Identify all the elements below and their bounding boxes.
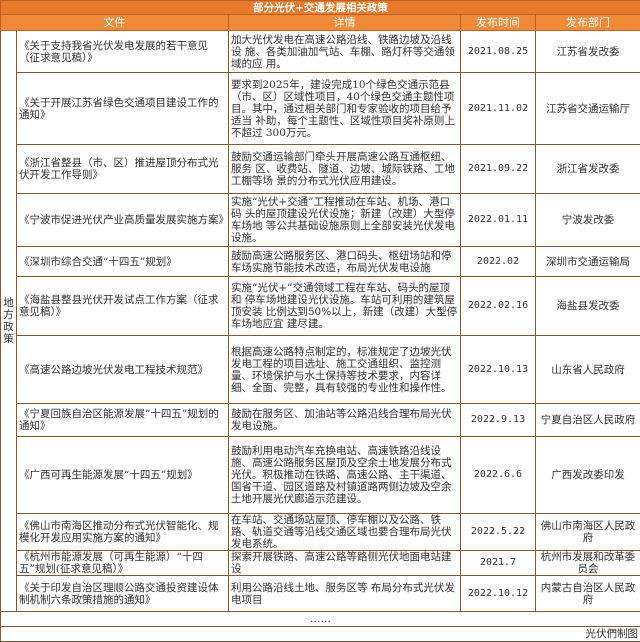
file-cell: 《深圳市综合交通“十四五”规划》	[17, 247, 229, 277]
date-cell: 2021.08.25	[461, 31, 536, 73]
date-cell: 2022.01.11	[461, 194, 536, 247]
header-date: 发布时间	[461, 15, 536, 31]
detail-cell: 实施“光伏+交通”工程推动在车站、机场、港口码 头的屋顶建设光伏设施；新建（改建…	[229, 194, 461, 247]
table-row: 《高速公路边坡光伏发电工程技术规范》根据高速公路特点制定的，标准规定了边坡光伏发…	[1, 336, 640, 404]
dept-cell: 山东省人民政府	[536, 336, 640, 404]
ellipsis-row: ……	[1, 612, 640, 627]
file-cell: 《佛山市南海区推动分布式光伏智能化、规模化开发应用实施方案的通知》	[17, 514, 229, 551]
detail-cell: 探索开展铁路、高速公路等路侧光伏地面电站建设	[229, 551, 461, 576]
date-cell: 2022.10.12	[461, 576, 536, 612]
dept-cell: 宁夏自治区人民政府	[536, 404, 640, 437]
detail-cell: 在车站、交通场站屋顶、停车棚以及公路、铁路、轨道交通等沿线交通区域也要合理布局光…	[229, 514, 461, 551]
detail-cell: 加大光伏发电在高速公路沿线、铁路边坡及沿线设 施、各类加油加气站、车棚、路灯杆等…	[229, 31, 461, 73]
detail-cell: 鼓励交通运输部门牵头开展高速公路互通枢纽、服务 区、收费站、隧道、边坡、城际铁路…	[229, 145, 461, 194]
table-row: 《宁夏回族自治区能源发展“十四五”规划的通知》鼓励在服务区、加油站等公路沿线合理…	[1, 404, 640, 437]
table-row: 《海盐县整县光伏开发试点工作方案（征求意见稿）》实施“光伏+”交通领域工程在车站…	[1, 277, 640, 336]
file-cell: 《宁夏回族自治区能源发展“十四五”规划的通知》	[17, 404, 229, 437]
file-cell: 《浙江省整县（市、区）推进屋顶分布式光伏开发工作导则》	[17, 145, 229, 194]
table-row: 《浙江省整县（市、区）推进屋顶分布式光伏开发工作导则》鼓励交通运输部门牵头开展高…	[1, 145, 640, 194]
detail-cell: 根据高速公路特点制定的，标准规定了边坡光伏发电工程的项目选址、施工交通组织、监控…	[229, 336, 461, 404]
dept-cell: 浙江省发改委	[536, 145, 640, 194]
header-detail: 详情	[229, 15, 461, 31]
date-cell: 2022.02.16	[461, 277, 536, 336]
dept-cell: 深圳市交通运输局	[536, 247, 640, 277]
date-cell: 2021.11.02	[461, 73, 536, 145]
file-cell: 《高速公路边坡光伏发电工程技术规范》	[17, 336, 229, 404]
table-row: 《杭州市能源发展（可再生能源）“十四五”规划(征求意见稿）》探索开展铁路、高速公…	[1, 551, 640, 576]
table-row: 《关于开展江苏省绿色交通项目建设工作的通知》要求到2025年，建设完成10个绿色…	[1, 73, 640, 145]
file-cell: 《关于支持我省光伏发电发展的若干意见（征求意见稿）》	[17, 31, 229, 73]
file-cell: 《杭州市能源发展（可再生能源）“十四五”规划(征求意见稿）》	[17, 551, 229, 576]
table-row: 《关于印发自治区理顺公路交通投资建设体制机制六条政策措施的通知》利用公路沿线土地…	[1, 576, 640, 612]
date-cell: 2021.09.22	[461, 145, 536, 194]
dept-cell: 内蒙古自治区人民政府	[536, 576, 640, 612]
dept-cell: 佛山市南海区人民政府	[536, 514, 640, 551]
header-file: 文件	[1, 15, 229, 31]
detail-cell: 利用公路沿线土地、服务区等 布局分布式光伏发电项目	[229, 576, 461, 612]
dept-cell: 杭州市发展和改革委员会	[536, 551, 640, 576]
table-row: 《宁波市促进光伏产业高质量发展实施方案》实施“光伏+交通”工程推动在车站、机场、…	[1, 194, 640, 247]
date-cell: 2022.5.22	[461, 514, 536, 551]
detail-cell: 实施“光伏+”交通领域工程在车站、码头的屋顶和 停车场地建设光伏设施。车站可利用…	[229, 277, 461, 336]
detail-cell: 鼓励高速公路服务区、港口码头、枢纽场站和停车场实施节能技术改造，布局光伏发电设施	[229, 247, 461, 277]
date-cell: 2022.9.13	[461, 404, 536, 437]
detail-cell: 鼓励在服务区、加油站等公路沿线合理布局光伏发电设施。	[229, 404, 461, 437]
file-cell: 《关于开展江苏省绿色交通项目建设工作的通知》	[17, 73, 229, 145]
file-cell: 《宁波市促进光伏产业高质量发展实施方案》	[17, 194, 229, 247]
detail-cell: 要求到2025年，建设完成10个绿色交通示范县（市、区）区域性项目，40个绿色交…	[229, 73, 461, 145]
dept-cell: 广西发改委印发	[536, 437, 640, 514]
file-cell: 《广西可再生能源发展“十四五”规划》	[17, 437, 229, 514]
dept-cell: 江苏省交通运输厅	[536, 73, 640, 145]
file-cell: 《海盐县整县光伏开发试点工作方案（征求意见稿）》	[17, 277, 229, 336]
table-title: 部分光伏+交通发展相关政策	[1, 1, 640, 15]
dept-cell: 江苏省发改委	[536, 31, 640, 73]
date-cell: 2022.02	[461, 247, 536, 277]
category-cell: 地方政策	[1, 31, 17, 612]
dept-cell: 宁波发改委	[536, 194, 640, 247]
dept-cell: 海盐县发改委	[536, 277, 640, 336]
date-cell: 2021.7	[461, 551, 536, 576]
table-row: 《广西可再生能源发展“十四五”规划》鼓励利用电动汽车充换电站、高速铁路沿线设施、…	[1, 437, 640, 514]
table-row: 《佛山市南海区推动分布式光伏智能化、规模化开发应用实施方案的通知》在车站、交通场…	[1, 514, 640, 551]
detail-cell: 鼓励利用电动汽车充换电站、高速铁路沿线设施、高速公路服务区屋顶及空余土地发展分布…	[229, 437, 461, 514]
footer-credit: 光伏們制图	[1, 627, 640, 642]
table-row: 地方政策《关于支持我省光伏发电发展的若干意见（征求意见稿）》加大光伏发电在高速公…	[1, 31, 640, 73]
date-cell: 2022.10.13	[461, 336, 536, 404]
file-cell: 《关于印发自治区理顺公路交通投资建设体制机制六条政策措施的通知》	[17, 576, 229, 612]
header-dept: 发布部门	[536, 15, 640, 31]
date-cell: 2022.6.6	[461, 437, 536, 514]
table-row: 《深圳市综合交通“十四五”规划》鼓励高速公路服务区、港口码头、枢纽场站和停车场实…	[1, 247, 640, 277]
